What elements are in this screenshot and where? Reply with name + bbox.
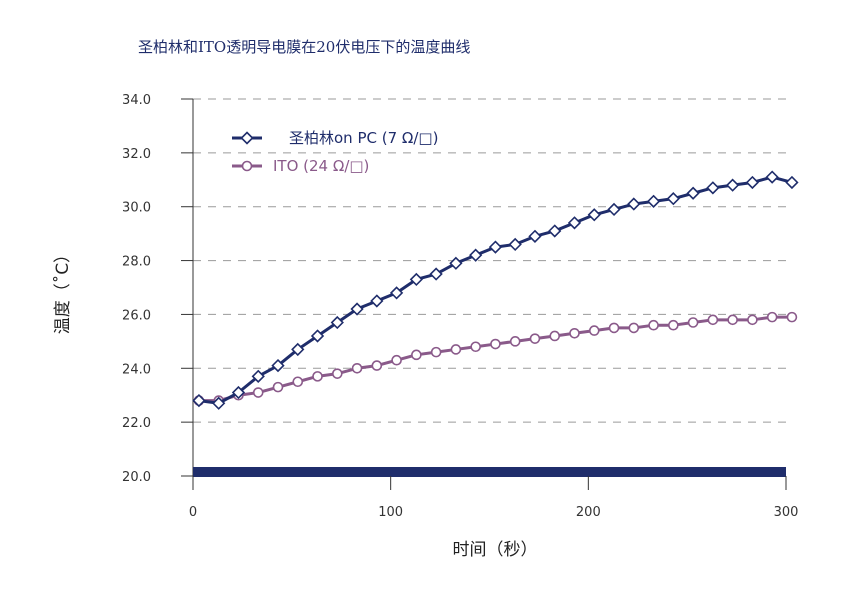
data-point: [252, 387, 264, 398]
data-point: [271, 358, 285, 373]
data-point: [725, 178, 740, 192]
data-point: [745, 175, 760, 190]
data-point: [409, 272, 423, 287]
data-point: [548, 224, 562, 238]
data-point: [687, 317, 699, 328]
data-point: [411, 349, 422, 361]
legend-label: 圣柏林on PC (7 Ω/□): [289, 129, 438, 147]
data-point: [727, 314, 738, 326]
data-point: [430, 346, 442, 358]
chart-title: 圣柏林和ITO透明导电膜在20伏电压下的温度曲线: [138, 38, 471, 56]
y-tick-label: 24.0: [122, 362, 151, 377]
data-point: [588, 325, 600, 336]
data-point: [292, 376, 304, 388]
legend-label: ITO (24 Ω/□): [273, 157, 369, 175]
y-tick-label: 20.0: [122, 470, 151, 485]
data-point: [766, 311, 778, 323]
data-point: [668, 319, 679, 331]
series-line: [198, 175, 793, 405]
data-point: [627, 197, 641, 211]
data-point: [370, 294, 384, 308]
data-point: [272, 381, 284, 393]
data-point: [449, 256, 463, 270]
data-point: [231, 385, 246, 400]
data-point: [251, 369, 265, 383]
data-point: [686, 186, 700, 200]
tick-labels: 20.0 22.0 24.0 26.0 28.0 30.0 32.0 34.0 0 100 200 3…: [122, 93, 798, 520]
data-point: [567, 216, 582, 230]
data-point: [330, 315, 344, 330]
data-point: [310, 329, 325, 343]
y-tick-label: 22.0: [122, 416, 151, 431]
data-point: [646, 194, 661, 208]
data-point: [429, 267, 443, 281]
x-axis-title: 时间（秒）: [453, 540, 538, 560]
data-point: [608, 322, 620, 334]
data-point: [331, 368, 343, 379]
data-point: [450, 344, 462, 355]
data-point: [549, 330, 561, 342]
data-point: [212, 396, 226, 410]
series-0: [192, 170, 799, 410]
data-point: [350, 302, 364, 316]
legend: 圣柏林on PC (7 Ω/□) ITO (24 Ω/□): [232, 129, 438, 175]
data-point: [569, 327, 580, 339]
data-point: [470, 341, 481, 353]
data-point: [666, 192, 680, 206]
data-point: [707, 314, 719, 326]
data-point: [528, 229, 542, 243]
y-axis-title: 温度（˚C）: [52, 246, 73, 334]
data-point: [706, 181, 720, 195]
y-tick-label: 26.0: [122, 308, 151, 323]
data-point: [785, 175, 799, 190]
data-point: [529, 333, 541, 344]
legend-marker: [241, 160, 253, 172]
x-tick-label: 0: [189, 505, 197, 520]
x-axis-line: [193, 467, 786, 477]
data-point: [747, 314, 758, 326]
legend-marker: [240, 131, 254, 145]
data-point: [371, 360, 383, 371]
y-tick-label: 34.0: [122, 93, 151, 108]
data-point: [648, 319, 659, 331]
x-tick-label: 100: [378, 505, 403, 520]
gridlines: [193, 98, 786, 423]
data-point: [291, 342, 305, 357]
data-point: [587, 208, 601, 222]
data-point: [628, 322, 640, 334]
data-point: [786, 311, 798, 323]
data-point: [765, 170, 779, 184]
data-point: [312, 371, 323, 382]
data-point: [490, 338, 501, 350]
y-tick-label: 32.0: [122, 147, 151, 162]
data-point: [607, 202, 621, 217]
x-tick-label: 300: [774, 505, 799, 520]
data-point: [192, 393, 206, 408]
y-tick-label: 30.0: [122, 201, 151, 216]
data-point: [391, 354, 402, 366]
series-1: [193, 311, 798, 406]
series-layer: [192, 170, 799, 410]
y-tick-label: 28.0: [122, 255, 151, 270]
data-point: [389, 286, 404, 300]
axes: [181, 98, 787, 490]
data-point: [351, 362, 363, 374]
data-point: [508, 237, 522, 252]
data-point: [488, 240, 503, 254]
data-point: [509, 336, 521, 347]
x-tick-label: 200: [576, 505, 601, 520]
data-point: [469, 248, 483, 262]
